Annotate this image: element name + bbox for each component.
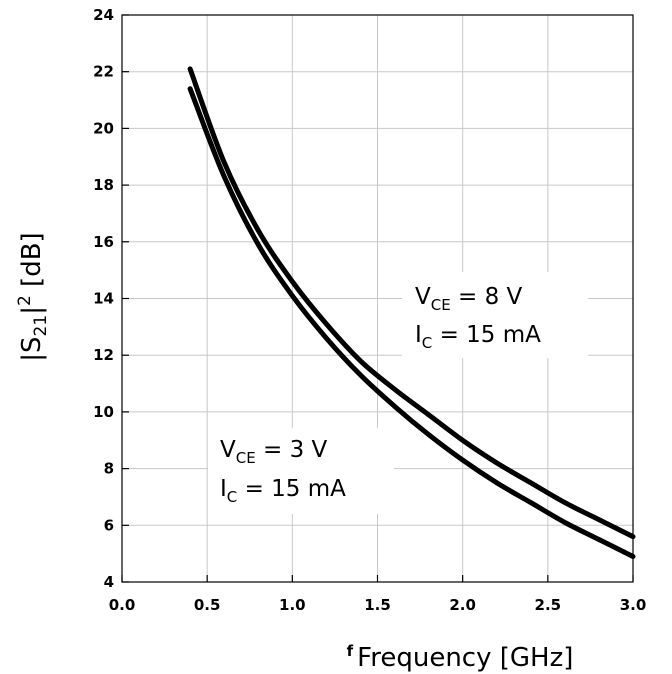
y-tick-label: 18	[93, 176, 114, 194]
y-tick-label: 14	[93, 290, 114, 308]
series-line-2	[187, 86, 636, 559]
data-series	[187, 66, 636, 559]
x-tick-label: 1.5	[364, 596, 391, 614]
x-tick-label: 1.0	[279, 596, 306, 614]
y-tick-labels: 4 6 8 10 12 14 16 18 20 22 24	[93, 6, 114, 591]
annotation-vce-3v-line1: VCE = 3 V	[220, 437, 328, 467]
x-tick-label: 2.5	[535, 596, 562, 614]
x-tick-labels: 0.0 0.5 1.0 1.5 2.0 2.5 3.0	[109, 596, 647, 614]
x-axis-title: f Frequency [GHz]	[347, 642, 574, 673]
annotation-vce-3v: VCE = 3 V IC = 15 mA	[208, 428, 394, 514]
annotation-vce-8v-line2: IC = 15 mA	[415, 322, 541, 352]
y-axis-title: |S21|2 [dB]	[15, 232, 51, 361]
x-tick-label: 2.0	[449, 596, 476, 614]
y-tick-label: 4	[104, 573, 114, 591]
x-tick-label: 0.5	[194, 596, 221, 614]
axis-ticks	[121, 14, 634, 583]
y-tick-label: 10	[93, 403, 114, 421]
y-tick-label: 8	[104, 460, 114, 478]
annotation-vce-8v-line1: VCE = 8 V	[415, 284, 523, 314]
y-tick-label: 20	[93, 119, 114, 137]
y-tick-label: 24	[93, 6, 114, 24]
y-tick-label: 6	[104, 516, 114, 534]
y-tick-label: 12	[93, 346, 114, 364]
series-line-1	[187, 66, 636, 540]
y-tick-label: 22	[93, 63, 114, 81]
y-tick-label: 16	[93, 233, 114, 251]
annotation-vce-3v-line2: IC = 15 mA	[220, 476, 346, 506]
x-tick-label: 0.0	[109, 596, 136, 614]
x-tick-label: 3.0	[620, 596, 647, 614]
annotation-vce-8v: VCE = 8 V IC = 15 mA	[402, 272, 588, 358]
